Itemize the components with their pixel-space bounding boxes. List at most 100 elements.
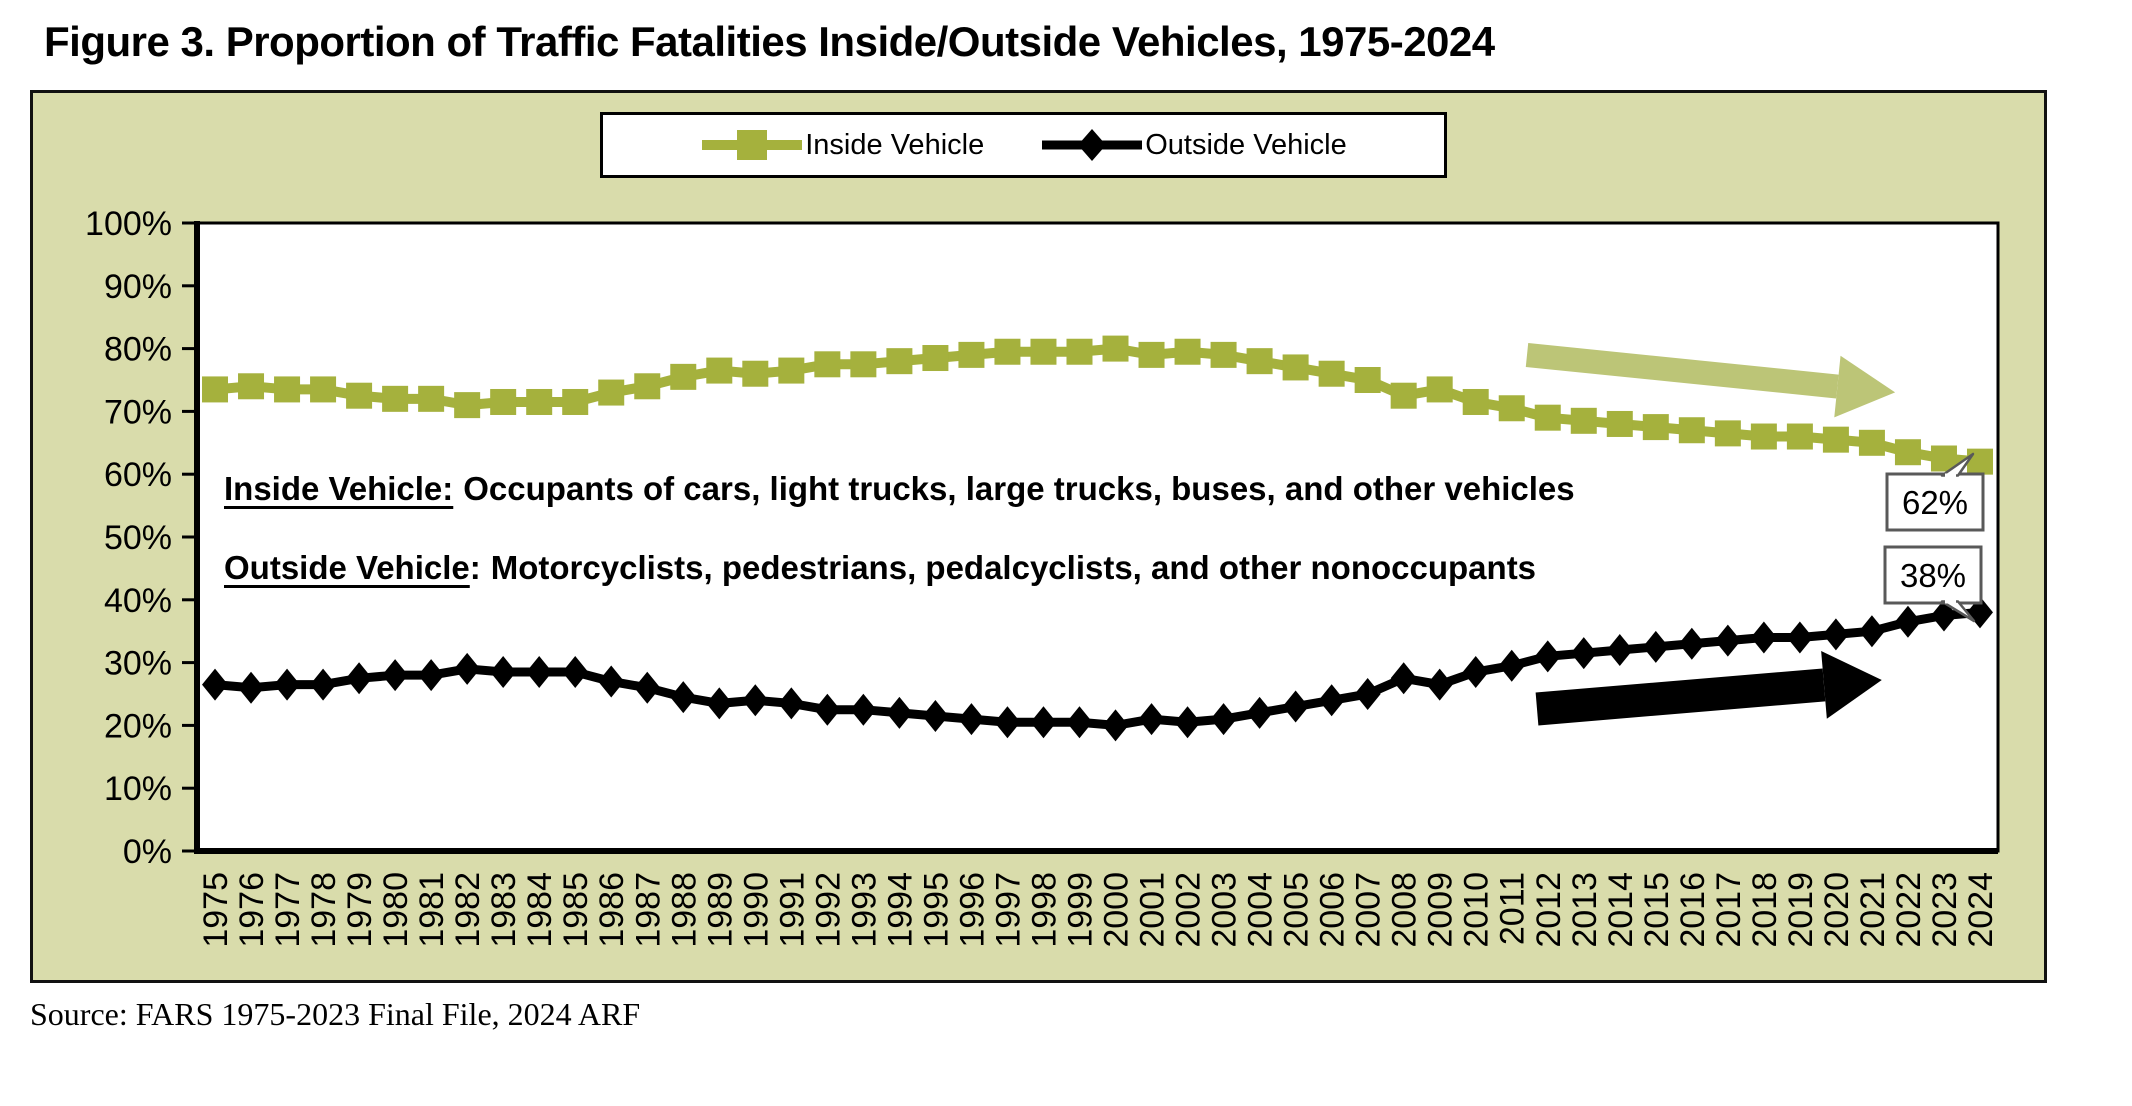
series-marker-diamond (1498, 649, 1525, 682)
series-marker-square (1246, 348, 1273, 375)
series-marker-diamond (1822, 618, 1849, 651)
series-marker-square (850, 351, 877, 378)
series-marker-diamond (814, 693, 841, 726)
series-marker-diamond (778, 687, 805, 720)
series-marker-square (1318, 360, 1345, 387)
series-marker-square (742, 360, 769, 387)
series-marker-square (1282, 354, 1309, 381)
y-tick-label: 80% (104, 331, 172, 369)
series-marker-square (1894, 439, 1921, 466)
x-tick-label: 2009 (1422, 872, 1460, 948)
series-marker-diamond (706, 687, 733, 720)
x-tick-label: 1989 (701, 872, 739, 948)
series-marker-diamond (742, 684, 769, 717)
x-tick-label: 1979 (341, 872, 379, 948)
x-tick-label: 2021 (1854, 872, 1892, 948)
callout-outside-38: 38% (1883, 545, 1983, 623)
inside-definition-term: Inside Vehicle: (224, 470, 454, 507)
series-marker-square (490, 388, 517, 415)
x-tick-label: 1986 (593, 872, 631, 948)
legend-item-outside: Outside Vehicle (1040, 125, 1347, 165)
callout-outside-box (1883, 545, 1983, 605)
series-marker-square (1102, 335, 1129, 362)
series-marker-square (1138, 341, 1165, 368)
x-tick-label: 2012 (1530, 872, 1568, 948)
legend-label-inside: Inside Vehicle (805, 128, 985, 161)
series-marker-diamond (1534, 640, 1561, 673)
legend: Inside Vehicle Outside Vehicle (600, 112, 1447, 178)
series-marker-square (1534, 404, 1561, 431)
series-marker-square (1606, 410, 1633, 437)
series-marker-square (778, 357, 805, 384)
series-marker-diamond (490, 656, 517, 689)
series-marker-diamond (1066, 706, 1093, 739)
x-tick-label: 2024 (1962, 872, 2000, 948)
x-tick-label: 1982 (449, 872, 487, 948)
y-tick-label: 90% (104, 268, 172, 306)
series-marker-diamond (1390, 662, 1417, 695)
x-tick-label: 1976 (233, 872, 271, 948)
x-tick-label: 2008 (1386, 872, 1424, 948)
x-tick-label: 1998 (1025, 872, 1063, 948)
series-marker-square (1966, 448, 1993, 475)
legend-item-inside: Inside Vehicle (700, 125, 984, 165)
x-tick-label: 2001 (1134, 872, 1172, 948)
x-tick-label: 1997 (989, 872, 1027, 948)
series-marker-square (382, 385, 409, 412)
x-tick-label: 2011 (1494, 872, 1532, 945)
x-tick-label: 1995 (917, 872, 955, 948)
series-marker-square (1858, 429, 1885, 456)
series-marker-square (1750, 423, 1777, 450)
x-tick-label: 2020 (1818, 872, 1856, 948)
series-marker-square (1066, 338, 1093, 365)
series-marker-diamond (886, 696, 913, 729)
x-tick-label: 1994 (881, 872, 919, 948)
series-marker-square (1642, 414, 1669, 441)
series-marker-diamond (418, 659, 445, 692)
series-marker-diamond (598, 665, 625, 698)
legend-label-outside: Outside Vehicle (1145, 128, 1347, 161)
series-marker-square (958, 341, 985, 368)
series-marker-diamond (1138, 703, 1165, 736)
inside-definition-text: Occupants of cars, light trucks, large t… (463, 470, 1575, 507)
series-marker-square (1678, 417, 1705, 444)
y-tick-label: 30% (104, 645, 172, 683)
series-marker-square (994, 338, 1021, 365)
plot-frame (195, 221, 2000, 853)
inside-trend-arrow-shaft (1525, 343, 1839, 399)
series-marker-square (1714, 420, 1741, 447)
series-marker-diamond (1282, 690, 1309, 723)
x-tick-label: 2010 (1458, 872, 1496, 948)
x-tick-label: 1992 (809, 872, 847, 948)
series-marker-diamond (1786, 621, 1813, 654)
series-marker-diamond (346, 662, 373, 695)
series-marker-square (238, 373, 265, 400)
x-tick-label: 2016 (1674, 872, 1712, 948)
outside-definition-text: Motorcyclists, pedestrians, pedalcyclist… (490, 549, 1537, 586)
series-marker-diamond (202, 668, 229, 701)
inside-trend-arrow (1525, 343, 1896, 418)
series-marker-square (562, 388, 589, 415)
series-marker-square (634, 373, 661, 400)
series-marker-square (1354, 367, 1381, 393)
x-tick-label: 2014 (1602, 872, 1640, 948)
series-marker-square (1390, 382, 1417, 409)
series-marker-square (886, 348, 913, 375)
series-marker-diamond (1030, 706, 1057, 739)
callout-inside-box (1885, 472, 1985, 532)
series-marker-diamond (526, 656, 553, 689)
x-tick-label: 1991 (773, 872, 811, 948)
x-tick-label: 1996 (953, 872, 991, 948)
series-marker-square (1426, 376, 1453, 403)
y-tick-label: 70% (104, 393, 172, 431)
plot-elements: 0%10%20%30%40%50%60%70%80%90%100%1975197… (85, 205, 2000, 948)
x-tick-label: 2015 (1638, 872, 1676, 948)
inside-definition: Inside Vehicle: Occupants of cars, light … (224, 470, 1575, 508)
outside-definition-term: Outside Vehicle (224, 549, 470, 586)
callout-outside-label: 38% (1900, 557, 1966, 594)
series-marker-diamond (994, 706, 1021, 739)
y-tick-label: 100% (85, 205, 172, 243)
x-tick-label: 2017 (1710, 872, 1748, 948)
